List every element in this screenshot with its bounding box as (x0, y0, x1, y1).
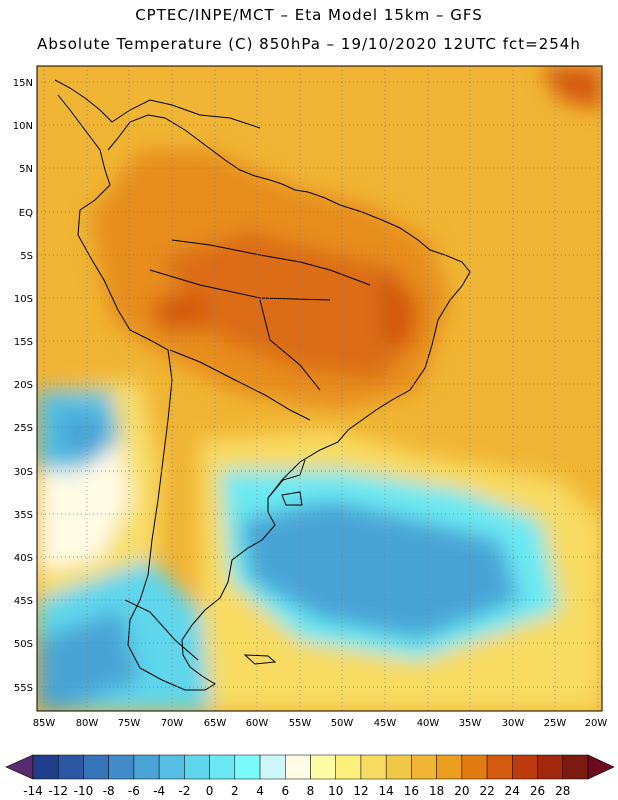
colorbar-swatch (108, 754, 135, 780)
lon-label: 80W (76, 718, 99, 729)
colorbar-swatch (512, 754, 538, 780)
lat-label: 45S (14, 596, 33, 607)
colorbar-tick-label: -14 (23, 784, 43, 798)
colorbar-tick-label: 18 (429, 784, 444, 798)
colorbar-under-triangle (5, 754, 34, 780)
colorbar-over-triangle (587, 754, 615, 780)
colorbar-tick-label: -10 (74, 784, 94, 798)
lat-label: 35S (14, 510, 33, 521)
lon-label: 50W (331, 718, 354, 729)
colorbar-tick-label: 2 (231, 784, 239, 798)
map-title-line-1: CPTEC/INPE/MCT – Eta Model 15km – GFS (135, 6, 483, 24)
colorbar-swatch (411, 754, 437, 780)
colorbar-tick-label: 12 (353, 784, 368, 798)
lat-label: 15S (14, 337, 33, 348)
lon-label: 65W (204, 718, 227, 729)
lon-label: 75W (118, 718, 141, 729)
colorbar-tick-label: 24 (505, 784, 520, 798)
lon-label: 55W (289, 718, 312, 729)
colorbar-swatch (158, 754, 185, 780)
colorbar-swatch (57, 754, 84, 780)
map-frame (36, 65, 603, 712)
colorbar-tick-label: 8 (307, 784, 315, 798)
map-title-line-2: Absolute Temperature (C) 850hPa – 19/10/… (37, 35, 581, 53)
lat-label: EQ (19, 208, 33, 219)
colorbar-swatch (335, 754, 362, 780)
colorbar-swatch (385, 754, 412, 780)
colorbar-swatch (486, 754, 513, 780)
lon-label: 85W (33, 718, 56, 729)
longitude-labels: 85W 80W 75W 70W 65W 60W 55W 50W 45W 40W … (33, 718, 608, 729)
coastline-outline (54, 79, 471, 691)
colorbar-swatch (562, 754, 589, 780)
colorbar: -14 -12 -10 -8 -6 -4 -2 0 2 4 6 8 10 12 14 16 18 20 22 24 26… (5, 754, 615, 798)
colorbar-swatch (259, 754, 286, 780)
colorbar-tick-label: -4 (153, 784, 165, 798)
lat-label: 40S (14, 553, 33, 564)
colorbar-tick-label: -6 (128, 784, 140, 798)
lon-label: 25W (544, 718, 567, 729)
lon-label: 40W (417, 718, 440, 729)
colorbar-tick-label: 6 (281, 784, 289, 798)
lat-label: 10S (14, 294, 33, 305)
colorbar-swatch (537, 754, 564, 780)
colorbar-tick-label: -12 (48, 784, 68, 798)
lat-label: 30S (14, 467, 33, 478)
colorbar-swatch (83, 754, 109, 780)
colorbar-tick-label: 22 (479, 784, 494, 798)
lat-label: 25S (14, 423, 33, 434)
lon-label: 45W (374, 718, 397, 729)
lon-label: 60W (246, 718, 269, 729)
colorbar-swatch (184, 754, 210, 780)
lat-label: 5S (20, 251, 33, 262)
lat-label: 5N (19, 164, 33, 175)
colorbar-swatch (209, 754, 236, 780)
lat-label: 15N (13, 78, 33, 89)
colorbar-tick-label: -2 (178, 784, 190, 798)
lat-label: 50S (14, 639, 33, 650)
colorbar-tick-label: 28 (555, 784, 570, 798)
colorbar-tick-label: 26 (530, 784, 545, 798)
colorbar-tick-label: 4 (256, 784, 264, 798)
colorbar-tick-label: 14 (379, 784, 394, 798)
colorbar-swatch (436, 754, 463, 780)
lon-label: 70W (161, 718, 184, 729)
colorbar-swatch (32, 754, 59, 780)
colorbar-swatch (310, 754, 336, 780)
colorbar-tick-label: 0 (206, 784, 214, 798)
lat-label: 10N (13, 121, 33, 132)
colorbar-swatch (234, 754, 261, 780)
latitude-labels: 15N 10N 5N EQ 5S 10S 15S 20S 25S 30S 35S… (13, 78, 33, 694)
lon-label: 30W (502, 718, 525, 729)
colorbar-tick-label: 16 (404, 784, 419, 798)
lat-label: 20S (14, 380, 33, 391)
lon-label: 35W (459, 718, 482, 729)
colorbar-tick-label: 20 (454, 784, 469, 798)
colorbar-tick-label: -8 (103, 784, 115, 798)
colorbar-swatch (285, 754, 311, 780)
colorbar-swatch (360, 754, 387, 780)
colorbar-swatch (461, 754, 488, 780)
temperature-field (37, 66, 602, 711)
colorbar-swatch (133, 754, 160, 780)
colorbar-tick-label: 10 (328, 784, 343, 798)
lat-label: 55S (14, 683, 33, 694)
lon-label: 20W (585, 718, 608, 729)
